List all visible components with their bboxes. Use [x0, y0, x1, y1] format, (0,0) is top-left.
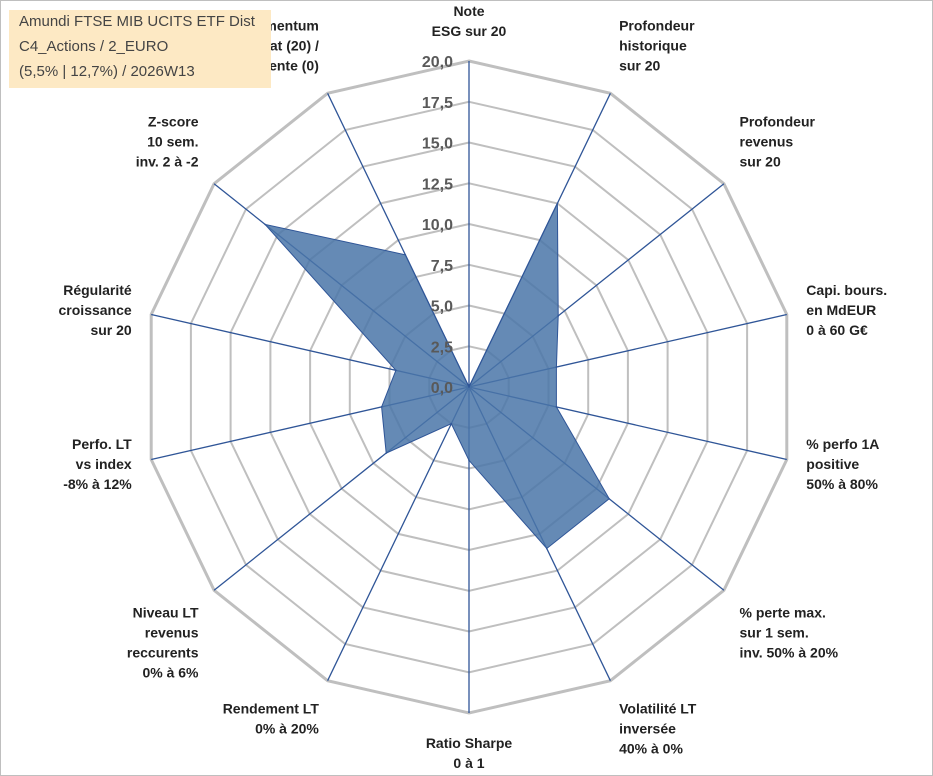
data-point	[546, 547, 548, 550]
axis-label: Z-score	[148, 113, 199, 129]
axis-spoke	[327, 386, 470, 681]
axis-label: sur 1 sem.	[740, 625, 809, 641]
axis-label: reccurents	[127, 645, 199, 661]
axis-label: Vente (0)	[261, 57, 319, 73]
chart-title-line-1: Amundi FTSE MIB UCITS ETF Dist	[19, 13, 255, 30]
axis-label: historique	[619, 37, 687, 53]
axis-label: % perfo 1A	[806, 436, 879, 452]
tick-label: 20,0	[422, 54, 453, 71]
data-point	[556, 202, 559, 205]
data-point	[404, 254, 407, 256]
data-point	[608, 498, 610, 500]
data-point	[385, 452, 388, 454]
tick-label: 12,5	[422, 176, 453, 193]
axis-label: vs index	[76, 456, 132, 472]
tick-label: 10,0	[422, 217, 453, 234]
axis-label: Profondeur	[740, 113, 816, 129]
axis-label: Volatilité LT	[619, 701, 697, 717]
data-point	[468, 386, 470, 388]
axis-label: -8% à 12%	[63, 476, 132, 492]
axis-label: Note	[453, 3, 484, 19]
chart-title-box: Amundi FTSE MIB UCITS ETF Dist C4_Action…	[9, 10, 271, 88]
axis-label: croissance	[59, 302, 132, 318]
axis-label: revenus	[145, 625, 199, 641]
data-point	[395, 369, 397, 372]
tick-label: 0,0	[431, 380, 453, 397]
chart-title-line-3: (5,5% | 12,7%) / 2026W13	[19, 63, 195, 80]
axis-label: en MdEUR	[806, 302, 876, 318]
axis-label: sur 20	[90, 322, 131, 338]
tick-label: 5,0	[431, 299, 453, 316]
radar-tick-labels: 0,0 2,5 5,0 7,5 10,0 12,5 15,0 17,5 20,0	[422, 54, 453, 397]
axis-label: sur 20	[740, 153, 781, 169]
axis-label: Capi. bours.	[806, 282, 887, 298]
data-point	[555, 366, 558, 368]
axis-label: Perfo. LT	[72, 436, 132, 452]
axis-label: Ratio Sharpe	[426, 735, 513, 751]
radar-series	[263, 202, 610, 550]
axis-label: sur 20	[619, 57, 660, 73]
axis-label: 50% à 80%	[806, 476, 878, 492]
axis-label: positive	[806, 456, 859, 472]
axis-label: inv. 2 à -2	[136, 153, 199, 169]
tick-label: 17,5	[422, 95, 453, 112]
axis-label: ESG sur 20	[432, 23, 507, 39]
axis-label: 0 à 60 G€	[806, 322, 868, 338]
tick-label: 2,5	[431, 339, 453, 356]
data-point	[264, 223, 266, 226]
axis-label: Profondeur	[619, 17, 695, 33]
axis-label: Régularité	[63, 282, 132, 298]
axis-label: 40% à 0%	[619, 741, 683, 757]
series-area	[263, 203, 610, 550]
axis-label: Niveau LT	[133, 605, 199, 621]
data-point	[450, 422, 453, 425]
axis-label: Rendement LT	[223, 701, 320, 717]
axis-label: 0% à 6%	[142, 665, 199, 681]
data-point	[380, 406, 383, 408]
tick-label: 7,5	[431, 258, 453, 275]
data-point	[555, 406, 558, 408]
tick-label: 15,0	[422, 136, 453, 153]
data-point	[468, 459, 470, 462]
axis-label: inversée	[619, 721, 676, 737]
axis-label: 10 sem.	[147, 133, 198, 149]
chart-title-line-2: C4_Actions / 2_EURO	[19, 38, 169, 55]
axis-label: revenus	[740, 133, 794, 149]
axis-label: 0 à 1	[453, 755, 484, 771]
axis-label: inv. 50% à 20%	[740, 645, 839, 661]
data-point	[557, 315, 559, 317]
axis-label: 0% à 20%	[255, 721, 319, 737]
axis-label: % perte max.	[740, 605, 826, 621]
radar-axis-labels: Note ESG sur 20 Profondeur historique sur 20…	[59, 3, 888, 771]
